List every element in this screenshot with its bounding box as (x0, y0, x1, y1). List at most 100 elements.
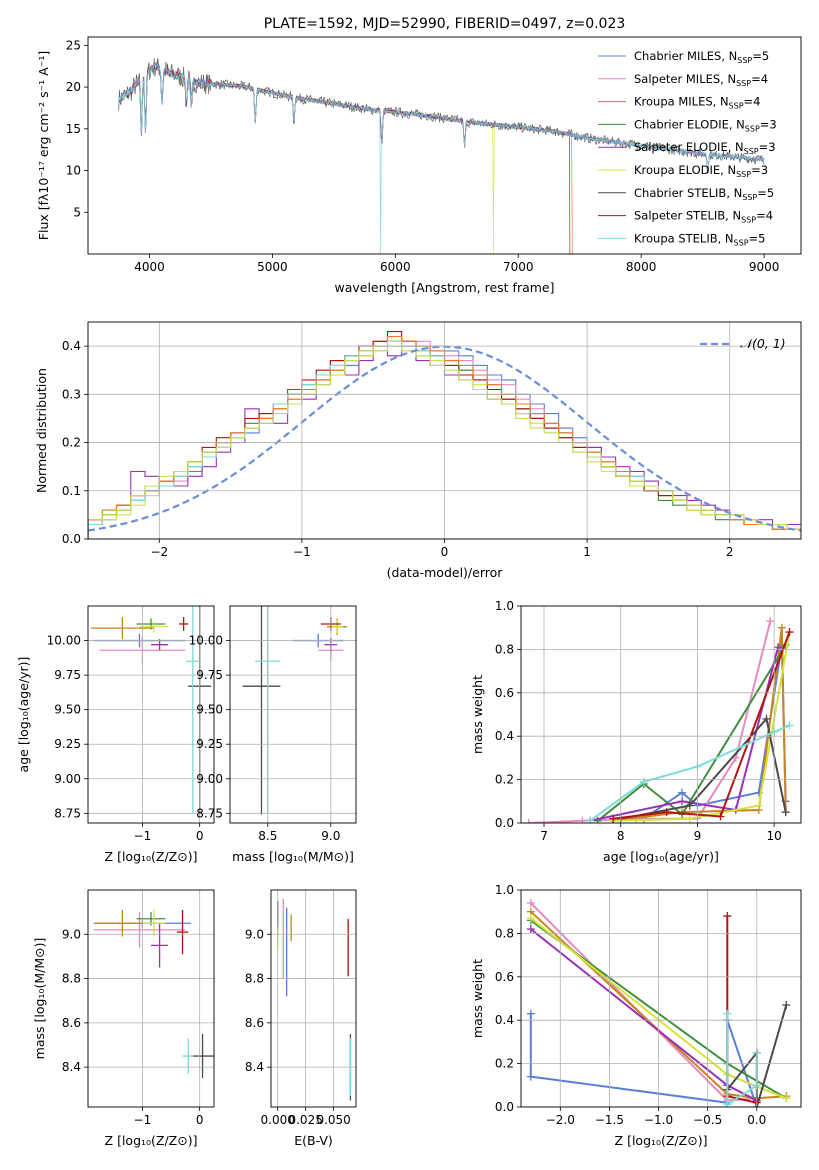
plot-area (277, 898, 352, 1101)
legend-entry: Chabrier MILES, NSSP=5 (634, 49, 769, 65)
weight-marker (723, 912, 732, 921)
legend-entry: Salpeter STELIB, NSSP=4 (634, 209, 773, 225)
y-tick-label: 10.00 (189, 634, 223, 648)
x-tick-label: −1.0 (644, 1113, 673, 1127)
x-axis-label: mass [log₁₀(M/M⊙)] (232, 849, 354, 864)
y-tick-label: 9.50 (196, 703, 223, 717)
legend-entry: Kroupa STELIB, NSSP=5 (634, 231, 765, 247)
x-tick-label: 5000 (257, 260, 288, 274)
plot-area (118, 57, 765, 254)
y-tick-label: 8.8 (245, 972, 264, 986)
spectrum-line (118, 63, 765, 254)
x-tick-label: 9.0 (321, 829, 340, 843)
y-tick-label: 8.75 (196, 806, 223, 820)
weight-marker (609, 814, 618, 823)
weight-marker (526, 1009, 535, 1018)
legend-label: Chabrier MILES, N (634, 49, 737, 63)
y-tick-label: 8.4 (245, 1060, 264, 1074)
legend-label: Salpeter STELIB, N (634, 209, 741, 223)
weight-marker (773, 643, 782, 652)
x-tick-label: −1 (293, 545, 311, 559)
axes-frame (520, 605, 802, 824)
legend-subscript: SSP (729, 102, 744, 111)
x-tick-label: 2 (726, 545, 734, 559)
chart-weight-Z: −2.0 −1.5 −1.0 −0.5 0.0 0.0 0.2 0.4 0.6 0.8 1.0 Z [… (470, 883, 802, 1148)
legend-entry: Kroupa MILES, NSSP=4 (634, 95, 760, 111)
legend-label: Salpeter ELODIE, N (634, 140, 744, 154)
weight-marker (777, 623, 786, 632)
y-axis-label: mass weight (470, 959, 485, 1038)
legend-value: =5 (752, 49, 769, 63)
weight-marker (723, 1009, 732, 1018)
chart-title: PLATE=1592, MJD=52990, FIBERID=0497, z=0… (264, 16, 626, 32)
x-tick-label: 8.5 (258, 829, 277, 843)
weight-marker (586, 816, 595, 823)
weight-marker (526, 1072, 535, 1081)
legend-subscript: SSP (737, 56, 752, 65)
legend-label: Kroupa ELODIE, N (634, 163, 736, 177)
legend-label: Chabrier STELIB, N (634, 186, 742, 200)
chart-spectrum: 4000 5000 6000 7000 8000 9000 5 10 15 20 25 wavelen… (36, 16, 802, 295)
x-tick-label: 10 (767, 829, 782, 843)
chart-weight-age: 7 8 9 10 0.0 0.2 0.4 0.6 0.8 1.0 age [log₁₀(age/yr… (470, 599, 802, 864)
weight-marker (785, 721, 794, 730)
legend-entry: Kroupa ELODIE, NSSP=3 (634, 163, 768, 179)
legend-subscript: SSP (745, 124, 760, 133)
weight-marker (526, 899, 535, 908)
axes-frame (87, 889, 215, 1108)
weight-marker (662, 808, 671, 817)
y-tick-label: 9.00 (54, 772, 81, 786)
x-tick-label: −1 (134, 1113, 152, 1127)
y-axis-label: age [log₁₀(age/yr)] (16, 657, 31, 773)
legend-subscript: SSP (734, 238, 749, 247)
legend-value: =4 (751, 72, 768, 86)
x-tick-label: 7 (540, 829, 548, 843)
weight-marker (685, 814, 694, 823)
weight-line (530, 928, 758, 1102)
weight-line (528, 620, 772, 823)
y-tick-label: 0.0 (495, 1100, 514, 1114)
legend-subscript: SSP (736, 170, 751, 179)
x-tick-label: 0.050 (316, 1113, 350, 1127)
chart-age-mass: 8.5 9.0 8.75 9.00 9.25 9.50 9.75 10.00 mass [log… (189, 605, 357, 864)
y-tick-label: 9.75 (196, 668, 223, 682)
weight-marker (526, 925, 535, 934)
chart-mass-Z: −1 0 8.4 8.6 8.8 9.0 Z [log₁₀(Z/Z⊙)] mass [log₁… (32, 889, 215, 1148)
y-tick-label: 0.8 (495, 926, 514, 940)
x-tick-label: 6000 (380, 260, 411, 274)
y-tick-label: 0.6 (495, 970, 514, 984)
x-tick-label: 4000 (134, 260, 165, 274)
x-tick-label: 0 (441, 545, 449, 559)
legend-value: =5 (757, 186, 774, 200)
legend-subscript: SSP (744, 147, 759, 156)
x-tick-label: 0.0 (747, 1113, 766, 1127)
legend-entry: Chabrier STELIB, NSSP=5 (634, 186, 774, 202)
y-tick-label: 9.50 (54, 703, 81, 717)
weight-marker (782, 1001, 791, 1010)
weight-marker (781, 808, 790, 817)
y-tick-label: 0.0 (495, 816, 514, 830)
y-tick-label: 10 (66, 164, 81, 178)
legend-entry: Chabrier ELODIE, NSSP=3 (634, 117, 777, 133)
y-tick-label: 9.75 (54, 668, 81, 682)
y-tick-label: 0.1 (62, 484, 81, 498)
weight-marker (678, 788, 687, 797)
y-tick-label: 8.4 (62, 1060, 81, 1074)
x-tick-label: 0.025 (288, 1113, 322, 1127)
legend-label: Salpeter MILES, N (634, 72, 736, 86)
y-tick-label: 25 (66, 38, 81, 52)
x-tick-label: −2.0 (546, 1113, 575, 1127)
y-tick-label: 20 (66, 80, 81, 94)
legend-value: =3 (751, 163, 768, 177)
legend-value: =4 (744, 95, 761, 109)
x-axis-label: age [log₁₀(age/yr)] (603, 849, 719, 864)
legend-subscript: SSP (741, 216, 756, 225)
legend-value: =3 (759, 140, 776, 154)
weight-marker (685, 801, 694, 810)
legend-subscript: SSP (736, 79, 751, 88)
legend-value: =5 (749, 231, 766, 245)
legend-label: Kroupa STELIB, N (634, 231, 734, 245)
x-axis-label: (data-model)/error (387, 565, 504, 580)
y-tick-label: 15 (66, 122, 81, 136)
y-tick-label: 9.0 (62, 927, 81, 941)
